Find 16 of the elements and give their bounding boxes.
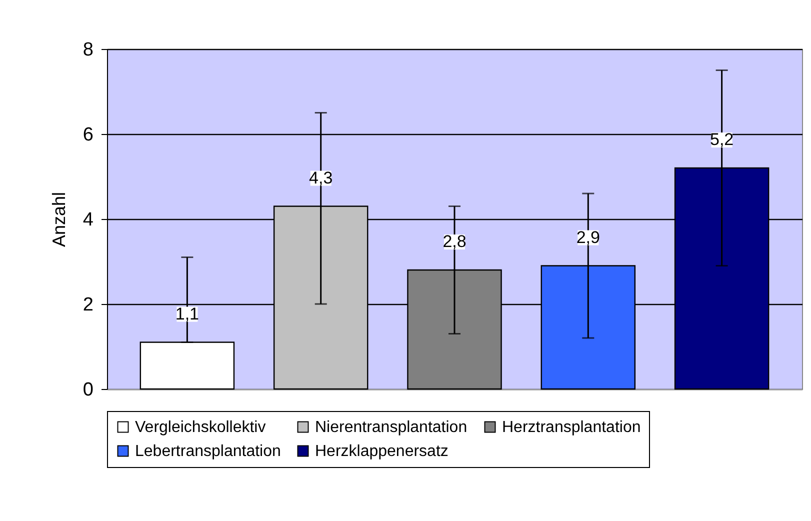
- legend-label: Lebertransplantation: [135, 443, 281, 460]
- y-axis-title: Anzahl: [48, 192, 69, 248]
- legend-label: Herzklappenersatz: [315, 443, 448, 460]
- data-label: 5,2: [710, 130, 734, 149]
- y-tick-label: 8: [82, 40, 94, 60]
- y-tick-label: 2: [82, 294, 94, 316]
- data-label: 1,1: [175, 304, 200, 324]
- data-label: 4,3: [309, 168, 333, 188]
- legend-label: Nierentransplantation: [315, 419, 468, 436]
- data-label: 2,8: [442, 232, 466, 251]
- y-tick-label: 4: [82, 210, 94, 230]
- y-tick-label: 0: [82, 380, 94, 400]
- legend-label: Herztransplantation: [502, 419, 641, 436]
- y-tick-label: 6: [82, 124, 94, 146]
- legend-label: Vergleichskollektiv: [135, 419, 266, 436]
- data-label: 2,9: [576, 228, 600, 247]
